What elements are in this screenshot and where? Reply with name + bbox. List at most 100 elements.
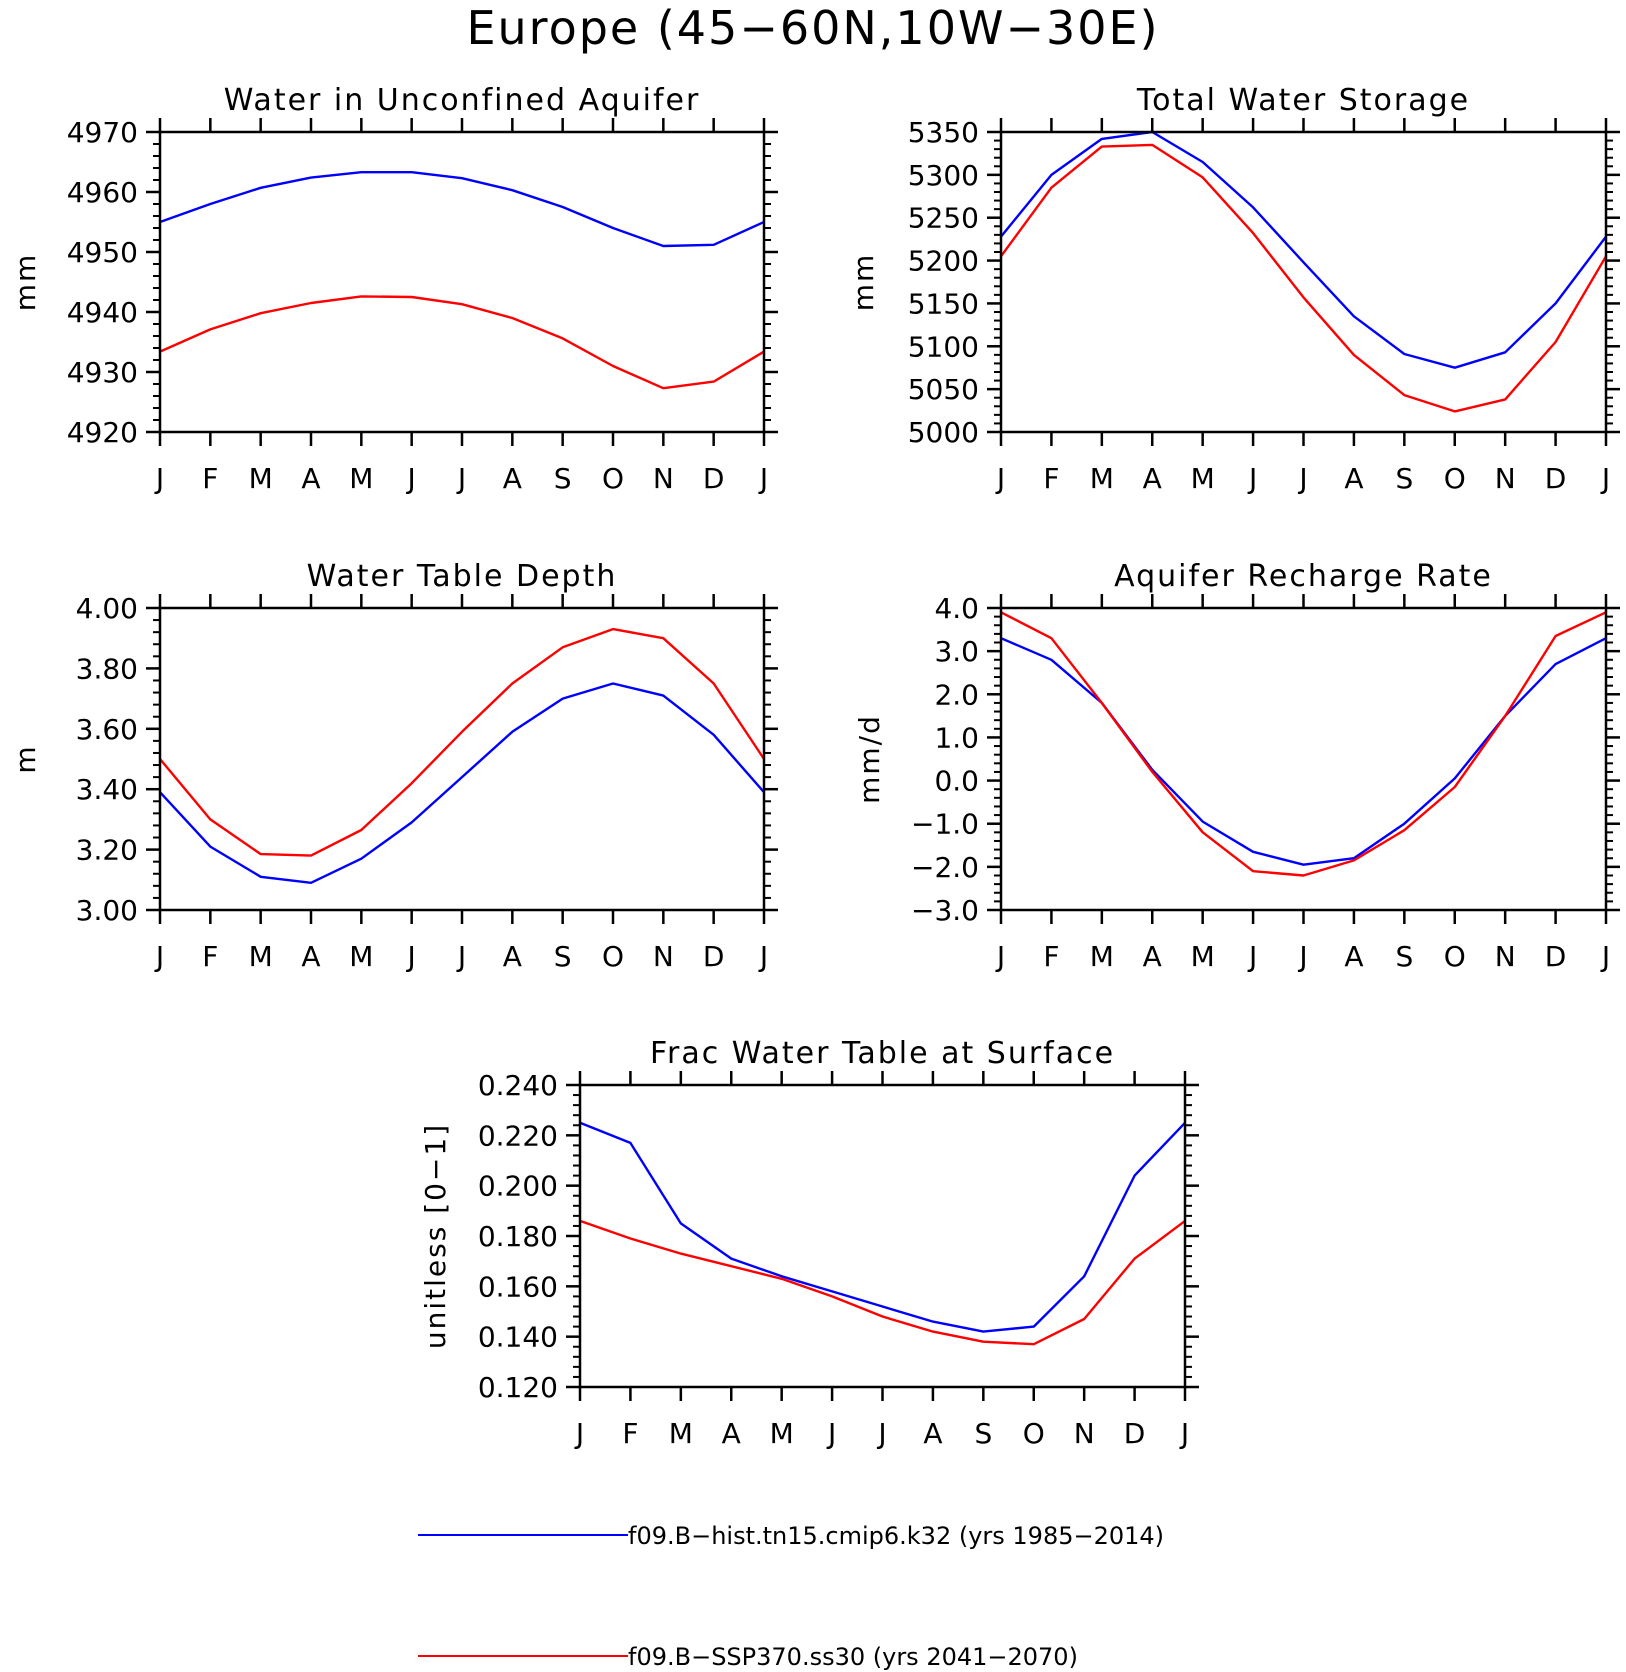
x-tick-label: A [1344,940,1363,973]
x-tick-label: J [1247,462,1257,495]
x-tick-label: J [406,462,416,495]
x-tick-label: M [249,940,273,973]
y-tick-label: 0.160 [478,1270,558,1303]
y-tick-label: 3.0 [934,635,979,668]
y-tick-label: 0.240 [478,1069,558,1102]
panel-frac-water-table-at-surface: Frac Water Table at Surface unitless [0−1… [419,1036,1199,1450]
y-tick-label: 3.40 [76,773,138,806]
x-tick-label: J [758,940,768,973]
panel-title-aquifer-recharge-rate: Aquifer Recharge Rate [1114,559,1493,594]
y-tick-label: 3.00 [76,894,138,927]
x-tick-label: D [703,940,725,973]
x-tick-label: J [995,462,1005,495]
y-tick-label: 5100 [908,330,979,363]
legend-label-ssp: f09.B−SSP370.ss30 (yrs 2041−2070) [628,1643,1078,1671]
y-tick-label: −2.0 [911,851,979,884]
y-tick-label: −1.0 [911,808,979,841]
series-line-hist-water-in-unconfined-aquifer [159,170,765,248]
x-tick-label: J [876,1417,886,1450]
y-tick-label: 3.20 [76,834,138,867]
y-axis-label-frac-water-table-at-surface: unitless [0−1] [419,1123,452,1349]
x-tick-label: F [622,1417,638,1450]
x-tick-label: J [456,940,466,973]
y-tick-label: 5250 [908,202,979,235]
x-tick-label: N [653,940,674,973]
y-tick-label: 5350 [908,116,979,149]
x-tick-label: F [202,462,218,495]
y-axis-label-aquifer-recharge-rate: mm/d [853,714,886,804]
x-tick-label: F [202,940,218,973]
figure-title: Europe (45−60N,10W−30E) [466,1,1159,55]
series-line-ssp-water-table-depth [159,627,765,857]
y-tick-label: 4920 [67,416,138,449]
x-tick-label: F [1043,940,1059,973]
legend: f09.B−hist.tn15.cmip6.k32 (yrs 1985−2014… [418,1522,1164,1671]
y-tick-label: 0.0 [934,765,979,798]
x-tick-label: M [1090,462,1114,495]
x-tick-label: O [602,940,624,973]
legend-label-hist: f09.B−hist.tn15.cmip6.k32 (yrs 1985−2014… [628,1522,1164,1550]
series-line-ssp-frac-water-table-at-surface [579,1219,1186,1346]
x-tick-label: N [1495,940,1516,973]
x-tick-label: J [826,1417,836,1450]
y-tick-label: 4950 [67,236,138,269]
x-tick-label: A [301,462,320,495]
y-tick-label: 4940 [67,296,138,329]
x-tick-label: S [974,1417,992,1450]
x-tick-label: D [1545,462,1567,495]
x-tick-label: O [1444,940,1466,973]
x-tick-label: J [1297,462,1307,495]
y-tick-label: 0.180 [478,1220,558,1253]
x-tick-label: J [1247,940,1257,973]
y-tick-label: 5300 [908,159,979,192]
x-tick-label: J [1297,940,1307,973]
series-line-hist-water-table-depth [159,682,765,884]
series-line-ssp-total-water-storage [1000,143,1608,413]
plot-frame-water-table-depth [158,606,766,912]
y-tick-label: 0.140 [478,1321,558,1354]
x-tick-label: M [669,1417,693,1450]
y-tick-label: 4.00 [76,592,138,625]
series-line-ssp-aquifer-recharge-rate [1000,611,1607,877]
y-tick-label: 1.0 [934,721,979,754]
y-tick-label: −3.0 [911,894,979,927]
y-tick-label: 0.200 [478,1170,558,1203]
x-tick-label: N [1074,1417,1095,1450]
series-line-hist-total-water-storage [1000,130,1607,369]
y-tick-label: 5000 [908,416,979,449]
x-tick-label: A [301,940,320,973]
x-tick-label: D [1124,1417,1146,1450]
x-tick-label: J [406,940,416,973]
x-tick-label: M [349,940,373,973]
x-tick-label: J [995,940,1005,973]
x-tick-label: J [758,462,768,495]
x-tick-label: A [1143,940,1162,973]
y-tick-label: 4.0 [934,592,979,625]
y-tick-label: 3.80 [76,652,138,685]
x-tick-label: J [154,462,164,495]
x-tick-label: M [1191,940,1215,973]
y-axis-label-water-in-unconfined-aquifer: mm [9,253,42,312]
x-tick-label: S [554,462,572,495]
plot-frame-frac-water-table-at-surface [578,1083,1187,1389]
y-tick-label: 2.0 [934,678,979,711]
x-tick-label: M [249,462,273,495]
y-axis-label-water-table-depth: m [9,744,42,773]
x-tick-label: M [1090,940,1114,973]
y-tick-label: 5200 [908,245,979,278]
y-tick-label: 5050 [908,373,979,406]
y-tick-label: 4930 [67,356,138,389]
x-tick-label: D [703,462,725,495]
y-tick-label: 0.220 [478,1119,558,1152]
x-tick-label: J [1600,940,1610,973]
x-tick-label: O [1444,462,1466,495]
x-tick-label: O [602,462,624,495]
x-tick-label: D [1545,940,1567,973]
y-tick-label: 3.60 [76,713,138,746]
y-tick-label: 4960 [67,176,138,209]
